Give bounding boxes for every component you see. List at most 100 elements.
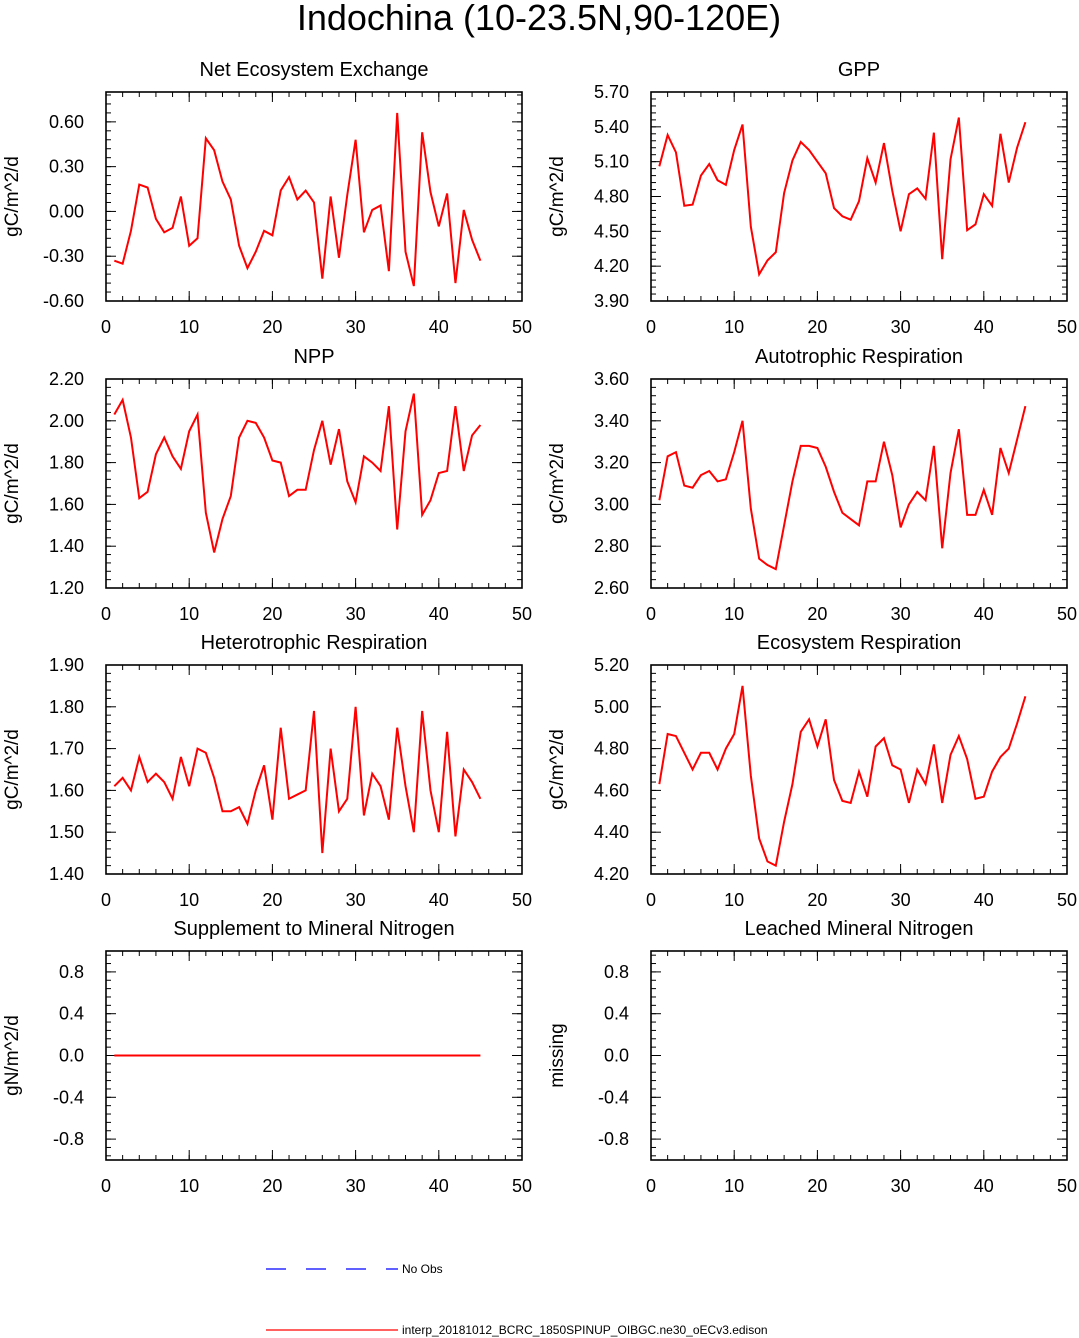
x-tick-label: 40	[429, 317, 449, 337]
x-tick-label: 40	[429, 1176, 449, 1196]
y-tick-label: 0.0	[59, 1046, 84, 1066]
y-tick-label: -0.8	[598, 1129, 629, 1149]
x-tick-label: 10	[724, 890, 744, 910]
y-tick-label: 5.40	[594, 117, 629, 137]
series-line	[658, 405, 1027, 571]
series-line	[113, 706, 482, 854]
chart-title: GPP	[838, 59, 880, 81]
y-tick-label: 3.60	[594, 369, 629, 389]
y-tick-label: 0.00	[49, 201, 84, 221]
series-line	[113, 393, 482, 553]
y-axis-label: gN/m^2/d	[2, 1015, 23, 1096]
y-tick-label: 1.50	[49, 822, 84, 842]
y-tick-label: 1.80	[49, 453, 84, 473]
chart-title: Heterotrophic Respiration	[201, 632, 428, 654]
plot-frame	[105, 950, 523, 1161]
y-tick-label: -0.8	[53, 1129, 84, 1149]
plot-frame	[105, 91, 523, 302]
y-tick-label: 0.30	[49, 157, 84, 177]
x-tick-label: 0	[101, 317, 111, 337]
y-tick-label: 3.90	[594, 291, 629, 311]
x-tick-label: 0	[101, 890, 111, 910]
x-tick-label: 20	[807, 604, 827, 624]
y-tick-label: 1.60	[49, 780, 84, 800]
y-tick-label: 1.40	[49, 864, 84, 884]
x-tick-label: 30	[346, 1176, 366, 1196]
series-line	[658, 117, 1027, 278]
y-tick-label: 0.4	[604, 1004, 629, 1024]
y-axis-label: missing	[547, 1023, 568, 1087]
y-tick-label: 3.00	[594, 494, 629, 514]
y-tick-label: 1.90	[49, 655, 84, 675]
chart-panel-4: Autotrophic Respiration gC/m^2/d 0 10 20 30 40…	[547, 346, 1077, 624]
x-tick-label: 30	[891, 317, 911, 337]
x-tick-label: 30	[346, 604, 366, 624]
page-title: Indochina (10-23.5N,90-120E)	[297, 0, 781, 38]
y-tick-label: 1.60	[49, 494, 84, 514]
y-tick-label: 3.40	[594, 411, 629, 431]
y-tick-label: 1.20	[49, 578, 84, 598]
y-axis-label: gC/m^2/d	[2, 729, 23, 810]
x-tick-label: 50	[1057, 1176, 1077, 1196]
x-tick-label: 10	[724, 1176, 744, 1196]
y-tick-label: 1.80	[49, 697, 84, 717]
y-tick-label: 2.00	[49, 411, 84, 431]
y-tick-label: 3.20	[594, 453, 629, 473]
y-tick-label: 4.50	[594, 221, 629, 241]
x-tick-label: 50	[512, 890, 532, 910]
chart-title: Net Ecosystem Exchange	[200, 59, 429, 81]
chart-title: Supplement to Mineral Nitrogen	[173, 918, 454, 940]
y-tick-label: 2.60	[594, 578, 629, 598]
chart-panel-5: Heterotrophic Respiration gC/m^2/d 0 10 20 30…	[2, 632, 532, 910]
x-tick-label: 10	[179, 604, 199, 624]
x-tick-label: 20	[262, 604, 282, 624]
y-tick-label: 5.70	[594, 82, 629, 102]
y-tick-label: 4.40	[594, 822, 629, 842]
y-tick-label: 1.70	[49, 739, 84, 759]
x-tick-label: 30	[346, 890, 366, 910]
x-tick-label: 20	[262, 1176, 282, 1196]
x-tick-label: 40	[429, 890, 449, 910]
x-tick-label: 30	[346, 317, 366, 337]
chart-panel-1: Net Ecosystem Exchange gC/m^2/d 0 10 20 30 40 5…	[2, 59, 532, 337]
legend: No Obs interp_20181012_BCRC_1850SPINUP_O…	[266, 1262, 768, 1337]
x-tick-label: 20	[262, 317, 282, 337]
x-tick-label: 0	[646, 317, 656, 337]
chart-title: Leached Mineral Nitrogen	[744, 918, 973, 940]
plot-frame	[650, 91, 1068, 302]
plot-frame	[650, 664, 1068, 875]
y-axis-label: gC/m^2/d	[2, 443, 23, 524]
chart-panel-8: Leached Mineral Nitrogen missing 0 10 20 30 40…	[547, 918, 1077, 1196]
plot-frame	[650, 378, 1068, 589]
y-tick-label: 0.8	[59, 962, 84, 982]
y-tick-label: 1.40	[49, 536, 84, 556]
y-tick-label: 0.0	[604, 1046, 629, 1066]
x-tick-label: 30	[891, 604, 911, 624]
y-axis-label: gC/m^2/d	[547, 443, 568, 524]
chart-title: Autotrophic Respiration	[755, 346, 963, 368]
x-tick-label: 50	[512, 317, 532, 337]
y-tick-label: -0.4	[598, 1087, 629, 1107]
chart-panel-3: NPP gC/m^2/d 0 10 20 30 40 50 1.20 1.40 1.60 1.80 2.…	[2, 346, 532, 624]
y-axis-label: gC/m^2/d	[547, 729, 568, 810]
plot-frame	[105, 378, 523, 589]
chart-title: NPP	[293, 346, 334, 368]
x-tick-label: 10	[179, 1176, 199, 1196]
x-tick-label: 0	[646, 604, 656, 624]
x-tick-label: 50	[1057, 890, 1077, 910]
y-tick-label: -0.60	[43, 291, 84, 311]
x-tick-label: 40	[974, 317, 994, 337]
x-tick-label: 50	[512, 604, 532, 624]
x-tick-label: 50	[1057, 604, 1077, 624]
legend-obs-label: No Obs	[402, 1262, 443, 1276]
chart-panel-7: Supplement to Mineral Nitrogen gN/m^2/d 0 1…	[2, 918, 532, 1196]
x-tick-label: 40	[974, 890, 994, 910]
y-tick-label: 4.80	[594, 739, 629, 759]
series-line	[113, 112, 482, 287]
x-tick-label: 40	[429, 604, 449, 624]
x-tick-label: 20	[262, 890, 282, 910]
x-tick-label: 0	[101, 1176, 111, 1196]
y-tick-label: 4.20	[594, 864, 629, 884]
x-tick-label: 30	[891, 1176, 911, 1196]
x-tick-label: 20	[807, 1176, 827, 1196]
